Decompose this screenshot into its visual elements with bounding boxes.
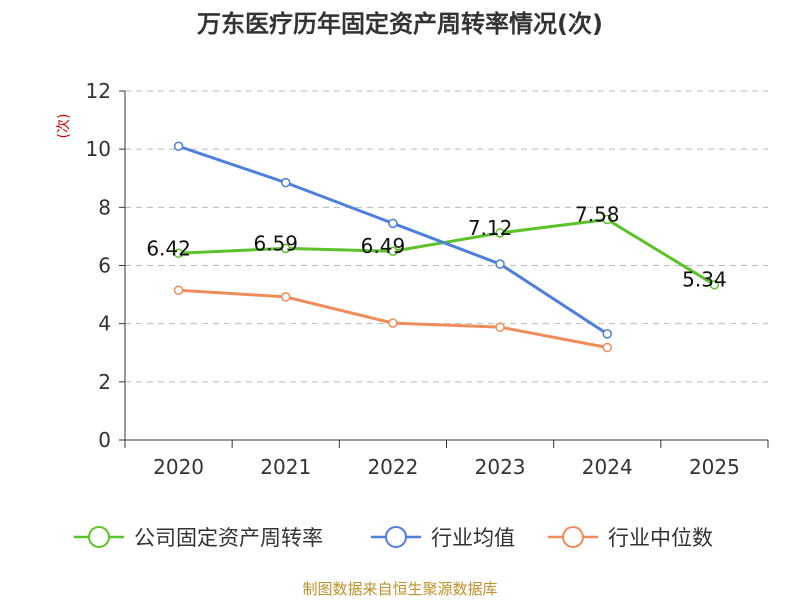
data-point (388, 246, 398, 256)
data-label: 6.59 (253, 231, 298, 255)
data-point (281, 177, 291, 188)
legend-item-0: 公司固定资产周转率 (74, 526, 323, 550)
data-point (281, 292, 291, 302)
data-point (495, 228, 505, 238)
y-tick-label: 0 (98, 428, 111, 452)
data-point (173, 141, 184, 152)
data-point (388, 318, 398, 328)
data-point (281, 243, 291, 254)
data-point (495, 322, 505, 332)
grid-lines (125, 90, 768, 383)
data-label: 5.34 (682, 268, 727, 292)
x-tick-label: 2020 (153, 455, 204, 479)
y-tick-label: 6 (98, 254, 111, 278)
y-tick-label: 10 (86, 137, 111, 161)
series-layer (173, 141, 720, 353)
x-tick-label: 2022 (367, 455, 418, 479)
legend-marker (88, 526, 110, 548)
data-point (173, 285, 184, 295)
legend-marker (562, 526, 584, 548)
axes: 0 2 4 6 8 10 12 2020 2021 2022 2023 2024 2025 (86, 79, 769, 479)
legend-label: 公司固定资产周转率 (134, 526, 323, 550)
x-tick-label: 2025 (689, 455, 740, 479)
legend-label: 行业均值 (431, 526, 515, 550)
legend: 公司固定资产周转率 行业均值 行业中位数 (74, 526, 713, 550)
data-labels: 6.42 6.59 6.49 7.12 7.58 5.34 (146, 203, 726, 292)
y-tick-label: 12 (86, 79, 111, 103)
data-point (709, 279, 720, 290)
data-point (495, 259, 505, 269)
data-label: 6.49 (361, 234, 406, 258)
x-tick-label: 2024 (582, 455, 633, 479)
chart-title: 万东医疗历年固定资产周转率情况(次) (197, 10, 603, 38)
data-point (602, 214, 612, 225)
legend-item-2: 行业中位数 (548, 526, 713, 550)
data-point (388, 218, 398, 229)
data-point (602, 329, 612, 339)
y-axis-unit-label: (次) (56, 114, 72, 139)
data-label: 7.58 (575, 203, 620, 227)
x-tick-label: 2021 (260, 455, 311, 479)
legend-marker (385, 526, 407, 548)
data-label: 7.12 (468, 216, 513, 240)
data-point (173, 248, 184, 259)
x-tick-label: 2023 (475, 455, 526, 479)
source-note: 制图数据来自恒生聚源数据库 (302, 580, 497, 598)
legend-item-1: 行业均值 (371, 526, 515, 550)
data-point (602, 342, 612, 353)
data-label: 6.42 (146, 236, 191, 260)
y-tick-label: 4 (98, 312, 111, 336)
legend-label: 行业中位数 (608, 526, 713, 550)
y-tick-label: 8 (98, 195, 111, 219)
y-tick-label: 2 (98, 370, 111, 394)
